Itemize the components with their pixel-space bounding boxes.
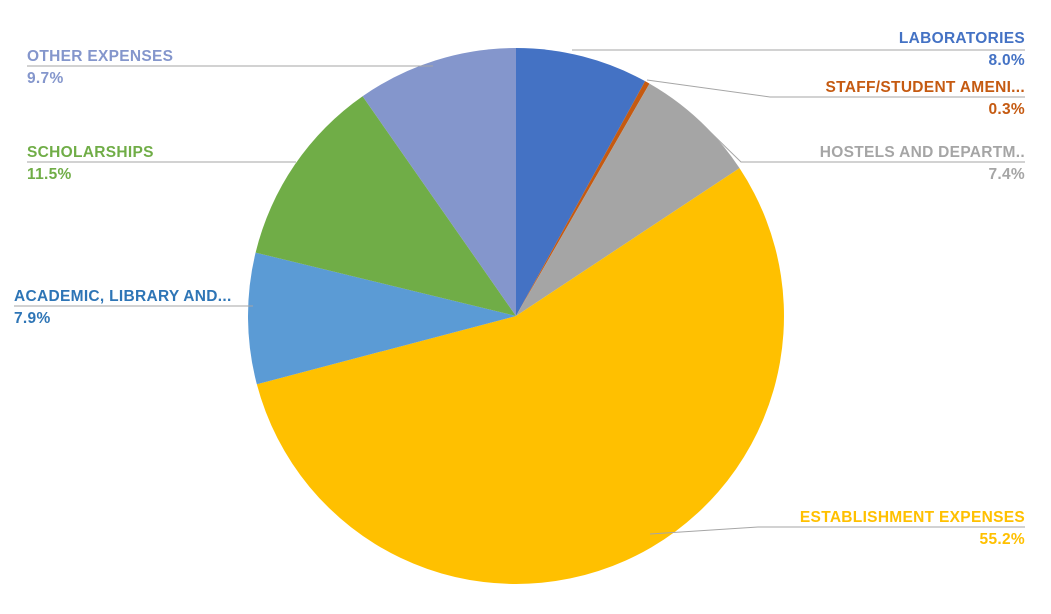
data-label-hostels-and-departments: HOSTELS AND DEPARTM.. 7.4% [820,143,1025,184]
data-label-academic-library: ACADEMIC, LIBRARY AND... 7.9% [14,287,232,328]
data-label-category: STAFF/STUDENT AMENI... [825,79,1025,96]
pie-slice-staff-student-ameni[interactable] [516,81,650,317]
data-label-percent: 8.0% [988,52,1025,69]
data-label-category: ESTABLISHMENT EXPENSES [799,509,1025,526]
data-label-category: LABORATORIES [898,30,1025,47]
data-label-percent: 9.7% [27,70,64,87]
data-label-percent: 55.2% [979,531,1025,548]
data-label-category: OTHER EXPENSES [27,48,174,65]
data-label-percent: 11.5% [27,166,72,183]
pie-slice-hostels-and-departm[interactable] [516,83,740,316]
leader-line-staff-student-amenities [646,79,1025,98]
pie [247,48,784,584]
data-label-percent: 7.4% [988,166,1025,183]
data-label-laboratories: LABORATORIES 8.0% [899,29,1025,70]
leader-line-hostels-and-departments [699,121,1025,163]
data-label-category: SCHOLARSHIPS [27,144,154,161]
data-label-staff-student-amenities: STAFF/STUDENT AMENI... 0.3% [826,78,1025,119]
data-label-establishment-expenses: ESTABLISHMENT EXPENSES 55.2% [800,508,1025,549]
data-label-scholarships: SCHOLARSHIPS 11.5% [27,143,154,184]
data-label-category: ACADEMIC, LIBRARY AND... [14,288,232,305]
data-label-other-expenses: OTHER EXPENSES 9.7% [27,47,173,88]
data-label-percent: 7.9% [14,310,51,327]
data-label-category: HOSTELS AND DEPARTM.. [819,144,1025,161]
data-label-percent: 0.3% [988,101,1025,118]
pie-slice-establishment-expenses[interactable] [256,168,784,584]
pie-slice-other-expenses[interactable] [362,48,516,316]
pie-slice-academic-library-and[interactable] [247,252,517,385]
pie-slice-laboratories[interactable] [516,48,646,316]
pie-slice-scholarships[interactable] [255,96,516,316]
leader-line-establishment-expenses [649,526,1025,535]
